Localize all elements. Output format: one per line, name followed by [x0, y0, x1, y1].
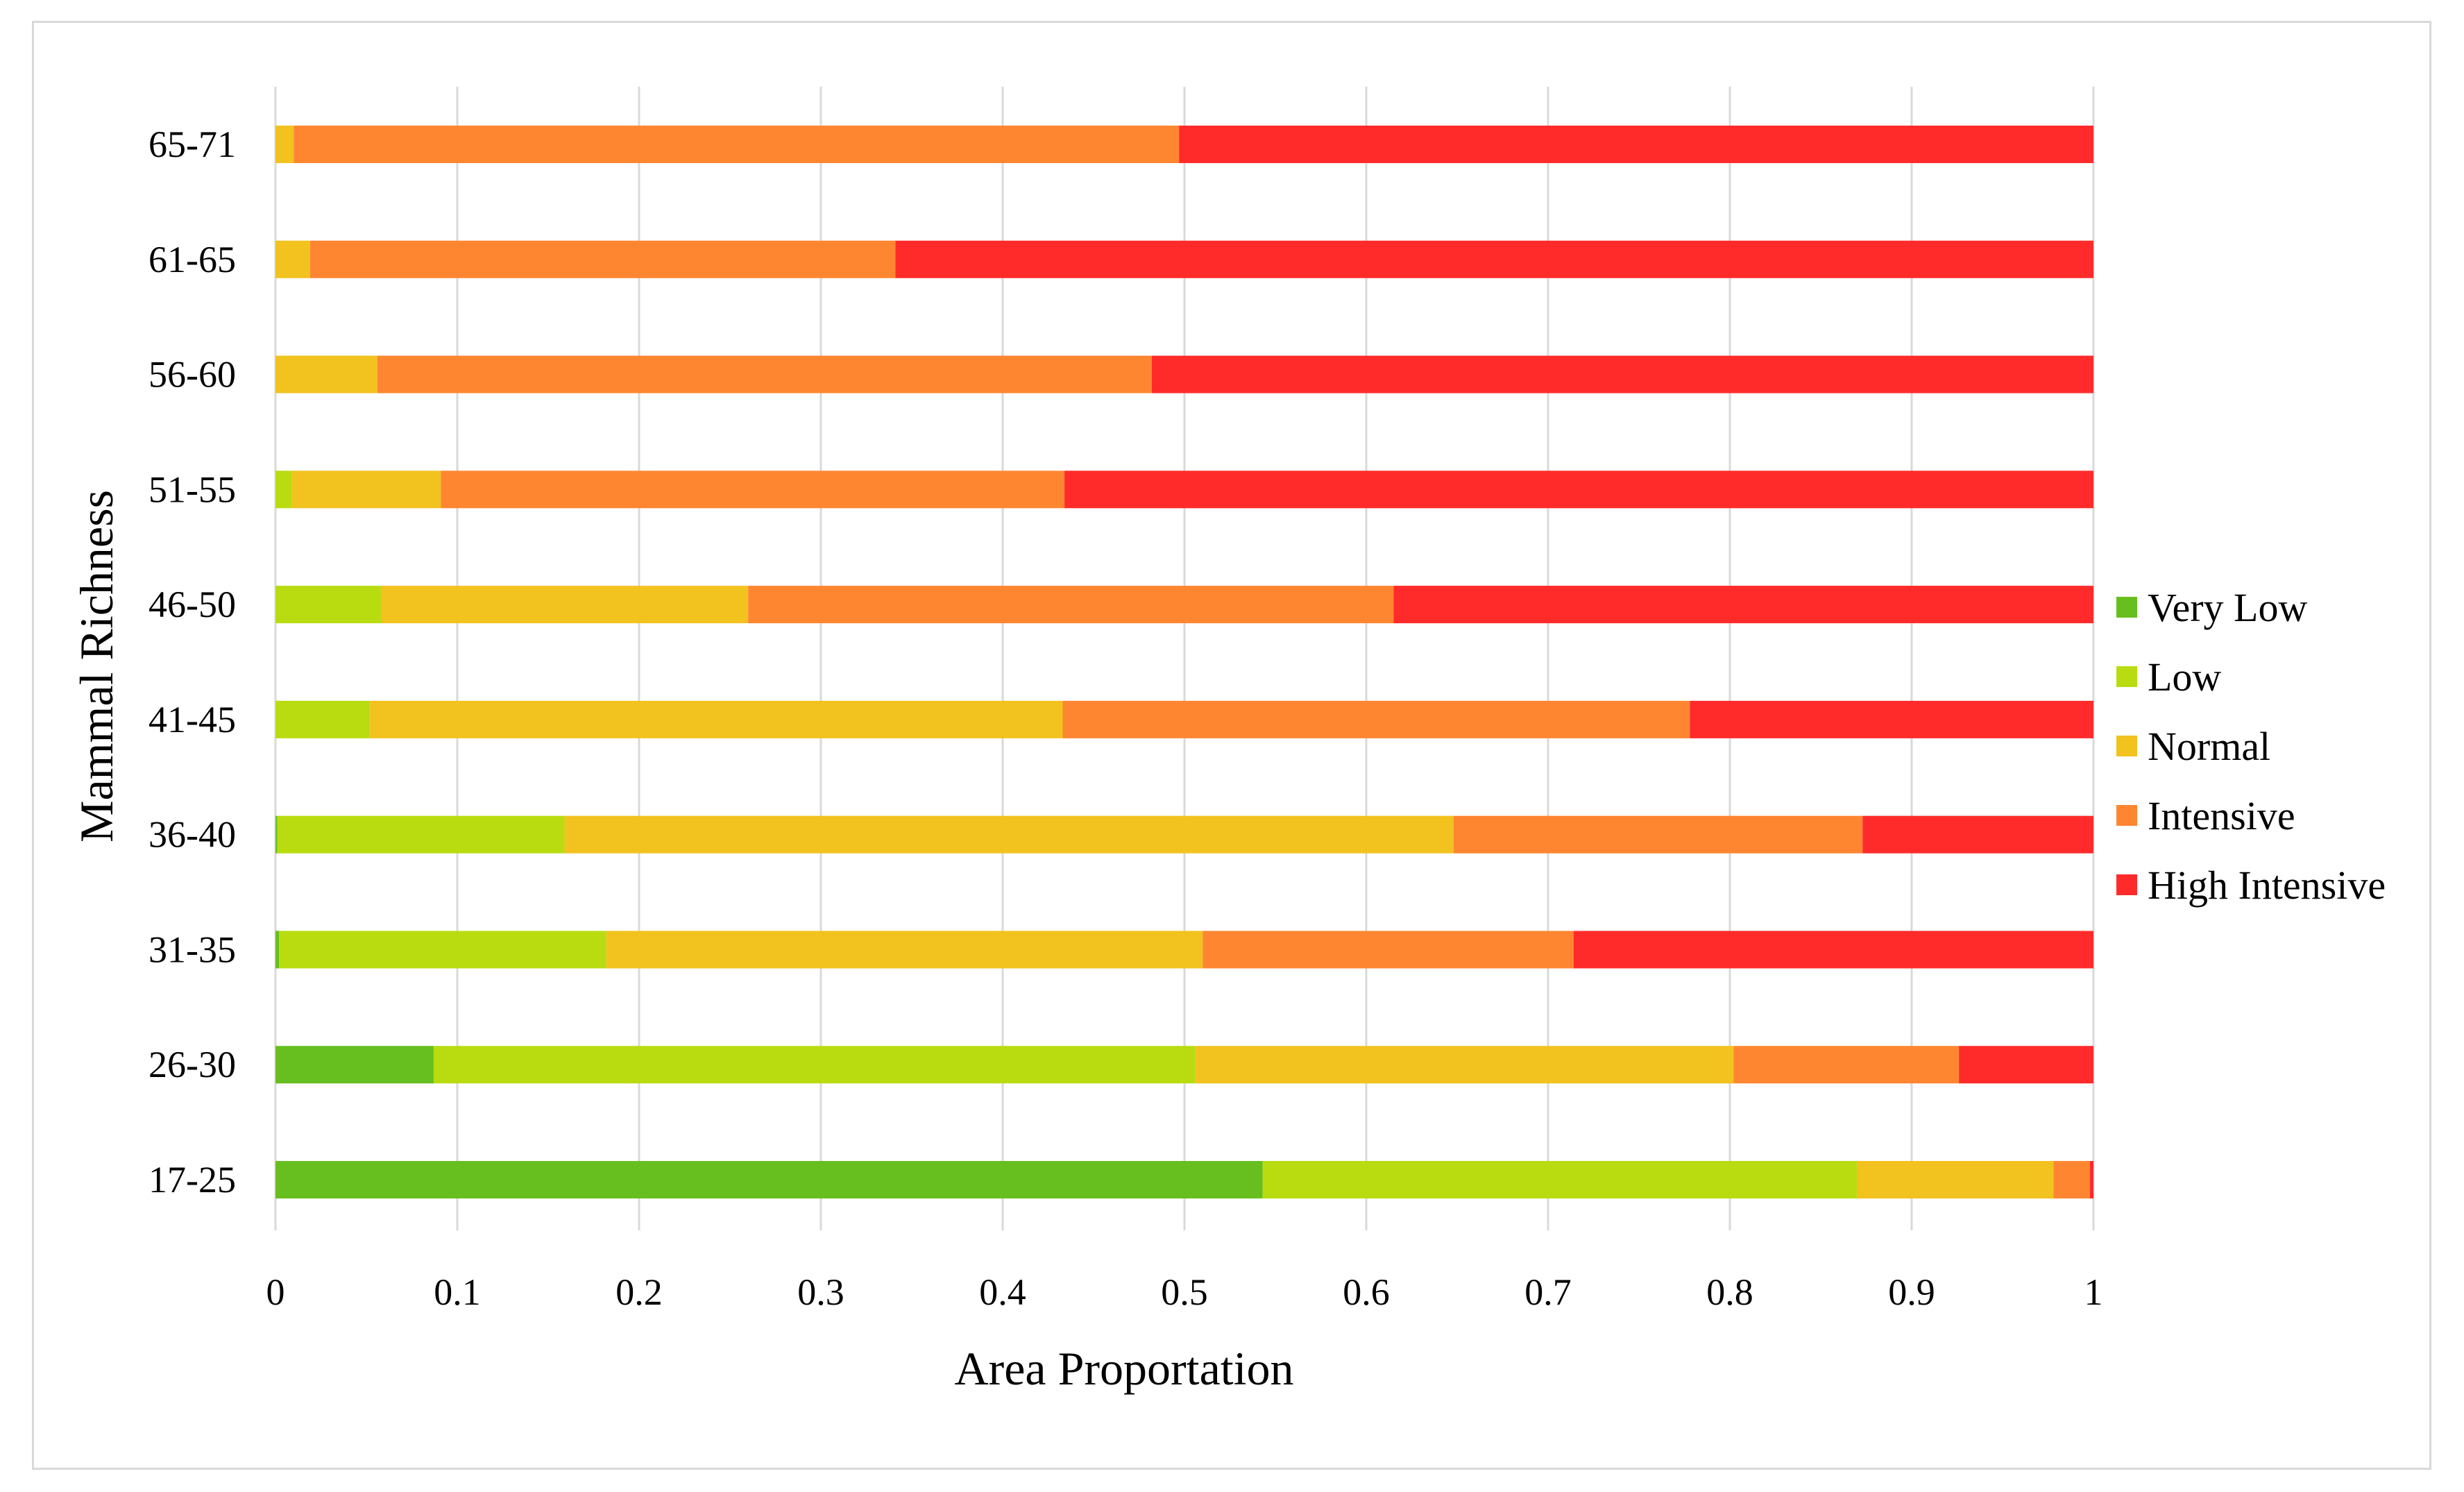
y-tick-label: 17-25	[148, 1159, 236, 1201]
x-tick-label: 0	[266, 1271, 285, 1313]
bar-segment	[606, 931, 1203, 969]
bar-segment	[2053, 1161, 2090, 1198]
legend-swatch	[2116, 666, 2137, 687]
y-tick-label: 65-71	[148, 124, 236, 165]
bar-segment	[275, 471, 292, 509]
bar-segment	[275, 355, 377, 393]
bar-segment	[748, 586, 1394, 624]
axes: 0 0.1 0.2 0.3 0.4 0.5 0.6 0.7 0.8 0.9 1 17-25 26-30 3…	[148, 124, 2102, 1313]
legend-label: Low	[2148, 654, 2221, 700]
bar-segment	[275, 240, 310, 278]
y-tick-label: 36-40	[148, 814, 236, 856]
bar-segment	[1862, 815, 2093, 854]
bar-segment	[275, 126, 294, 163]
bar-segment	[277, 815, 565, 854]
bar-segment	[1857, 1161, 2054, 1198]
x-tick-label: 0.6	[1343, 1271, 1390, 1313]
bar-segment	[895, 240, 2093, 278]
x-tick-label: 0.9	[1888, 1271, 1935, 1313]
legend: Very Low Low Normal Intensive High Intensive	[2116, 585, 2386, 908]
y-tick-label: 61-65	[148, 239, 236, 280]
bar-segment	[1573, 931, 2093, 969]
bar-segment	[1203, 931, 1574, 969]
x-tick-label: 0.8	[1706, 1271, 1753, 1313]
y-tick-label: 56-60	[148, 354, 236, 396]
bar-segment	[441, 471, 1065, 509]
bar-segment	[377, 355, 1152, 393]
bar-segment	[1064, 471, 2093, 509]
x-tick-label: 0.5	[1161, 1271, 1208, 1313]
y-tick-label: 46-50	[148, 584, 236, 625]
bar-segment	[1062, 700, 1690, 738]
y-tick-label: 51-55	[148, 468, 236, 510]
bar-segment	[1195, 1046, 1734, 1084]
x-tick-label: 0.3	[797, 1271, 844, 1313]
x-axis-title: Area Proportation	[954, 1342, 1293, 1395]
bar-segment	[370, 700, 1063, 738]
legend-swatch	[2116, 805, 2137, 826]
bar-segment	[1453, 815, 1863, 854]
x-tick-label: 0.7	[1524, 1271, 1572, 1313]
y-tick-label: 31-35	[148, 929, 236, 970]
bar-segment	[279, 931, 606, 969]
bar-segment	[564, 815, 1454, 854]
bar-segment	[275, 931, 280, 969]
bar-segment	[309, 240, 896, 278]
bar-segment	[2089, 1161, 2093, 1198]
bar-segment	[1262, 1161, 1858, 1198]
bar-segment	[1959, 1046, 2093, 1084]
bar-segment	[1690, 700, 2093, 738]
bar-segment	[1733, 1046, 1960, 1084]
bar-segment	[275, 1046, 434, 1084]
x-tick-label: 1	[2084, 1271, 2103, 1313]
bar-segment	[380, 586, 749, 624]
y-tick-label: 26-30	[148, 1044, 236, 1085]
bar-segment	[294, 126, 1180, 163]
bar-segment	[275, 586, 381, 624]
legend-label: Normal	[2148, 724, 2270, 769]
legend-label: Intensive	[2148, 793, 2295, 838]
bar-segment	[433, 1046, 1196, 1084]
bars	[275, 126, 2093, 1198]
legend-label: High Intensive	[2148, 863, 2386, 908]
bar-segment	[275, 700, 371, 738]
y-axis-title: Mammal Richness	[70, 490, 123, 842]
x-tick-label: 0.4	[979, 1271, 1026, 1313]
y-tick-label: 41-45	[148, 699, 236, 740]
legend-swatch	[2116, 736, 2137, 756]
legend-swatch	[2116, 874, 2137, 895]
bar-segment	[275, 815, 278, 854]
legend-swatch	[2116, 597, 2137, 618]
bar-segment	[1393, 586, 2093, 624]
bar-segment	[1151, 355, 2093, 393]
x-tick-label: 0.2	[615, 1271, 663, 1313]
legend-label: Very Low	[2148, 585, 2307, 630]
bar-segment	[1179, 126, 2093, 163]
bar-segment	[291, 471, 441, 509]
x-tick-label: 0.1	[434, 1271, 481, 1313]
bar-segment	[275, 1161, 1263, 1198]
